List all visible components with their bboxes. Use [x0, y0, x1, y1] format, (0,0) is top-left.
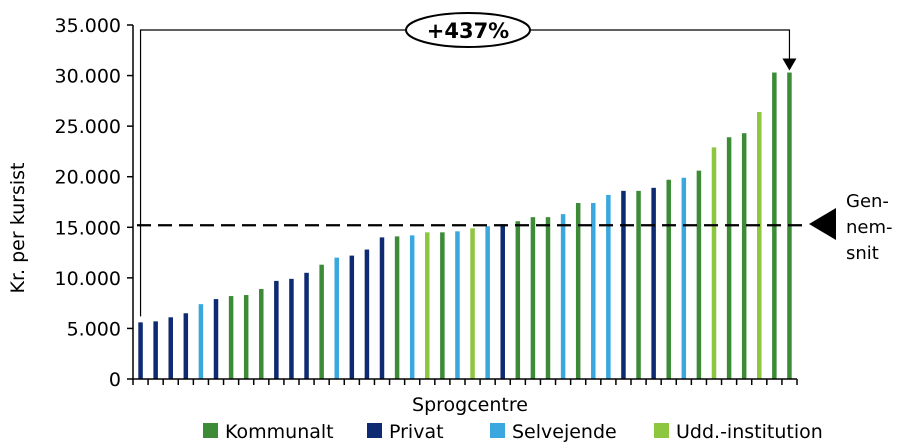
- bar: [364, 249, 370, 379]
- bar: [334, 257, 339, 379]
- bar: [349, 255, 355, 379]
- bar: [289, 278, 294, 379]
- average-arrow-icon: [809, 208, 836, 240]
- bar: [168, 317, 173, 379]
- x-axis-title: Sprogcentre: [412, 394, 528, 416]
- bar: [726, 137, 732, 379]
- y-tick-label: 5.000: [67, 318, 121, 340]
- bar: [319, 264, 324, 379]
- bar: [711, 147, 717, 379]
- y-tick-label: 35.000: [55, 15, 121, 37]
- y-tick-label: 20.000: [55, 167, 121, 189]
- y-tick-label: 10.000: [55, 268, 121, 290]
- annotation-arrow-icon: [782, 58, 797, 71]
- annotation-bracket: [139, 29, 791, 317]
- bar: [138, 322, 143, 379]
- bar: [636, 190, 641, 379]
- average-label-line-2: nem-: [846, 217, 893, 238]
- y-axis-title: Kr. per kursist: [7, 162, 29, 293]
- y-tick-label: 30.000: [55, 66, 121, 88]
- bar: [696, 170, 702, 379]
- legend-swatch: [367, 423, 382, 438]
- legend-swatch: [490, 423, 505, 438]
- bar: [530, 217, 536, 379]
- legend-label: Selvejende: [512, 421, 617, 443]
- bar: [651, 187, 656, 379]
- annotation-label: +437%: [427, 19, 509, 43]
- y-tick-label: 15.000: [55, 217, 121, 239]
- legend-label: Udd.-institution: [676, 421, 823, 443]
- bar: [440, 232, 445, 379]
- x-axis-ticks: [132, 379, 798, 385]
- bar: [606, 194, 611, 379]
- bar: [213, 299, 219, 379]
- bar: [394, 236, 400, 379]
- legend: Kommunalt Privat Selvejende Udd.-institutio…: [203, 421, 823, 443]
- y-tick-label: 25.000: [55, 116, 121, 138]
- bar: [455, 231, 460, 379]
- bar: [425, 232, 430, 379]
- bar: [198, 304, 204, 379]
- bar: [757, 111, 762, 379]
- bar: [591, 203, 596, 379]
- bar: [243, 295, 249, 379]
- bar: [500, 224, 505, 379]
- bar: [259, 288, 264, 379]
- bar: [621, 190, 626, 379]
- bar: [560, 214, 566, 379]
- annotation-oval: [405, 12, 531, 48]
- legend-swatch: [203, 423, 218, 438]
- bar: [379, 237, 385, 379]
- bar: [304, 272, 309, 379]
- bar: [681, 177, 687, 379]
- legend-label: Kommunalt: [225, 421, 334, 443]
- bar: [485, 226, 490, 379]
- legend-label: Privat: [389, 421, 444, 443]
- bar: [741, 133, 747, 379]
- bar: [228, 296, 234, 379]
- average-label-line-3: snit: [846, 243, 879, 264]
- bar: [575, 203, 581, 379]
- bar: [470, 228, 475, 379]
- bars: [138, 72, 792, 379]
- bar: [515, 221, 521, 379]
- legend-swatch: [654, 423, 669, 438]
- y-axis-ticks: 0 5.000 10.000 15.000 20.000 25.000 30.000 35.0…: [55, 15, 133, 391]
- average-marker: Gen- nem- snit: [809, 191, 893, 264]
- bar: [409, 235, 415, 379]
- bar: [153, 321, 158, 379]
- bar: [183, 313, 189, 379]
- increase-annotation: +437%: [139, 12, 797, 317]
- y-tick-label: 0: [109, 369, 121, 391]
- bar: [274, 280, 279, 379]
- bar: [545, 217, 551, 379]
- average-label-line-1: Gen-: [846, 191, 889, 212]
- bar: [666, 179, 671, 379]
